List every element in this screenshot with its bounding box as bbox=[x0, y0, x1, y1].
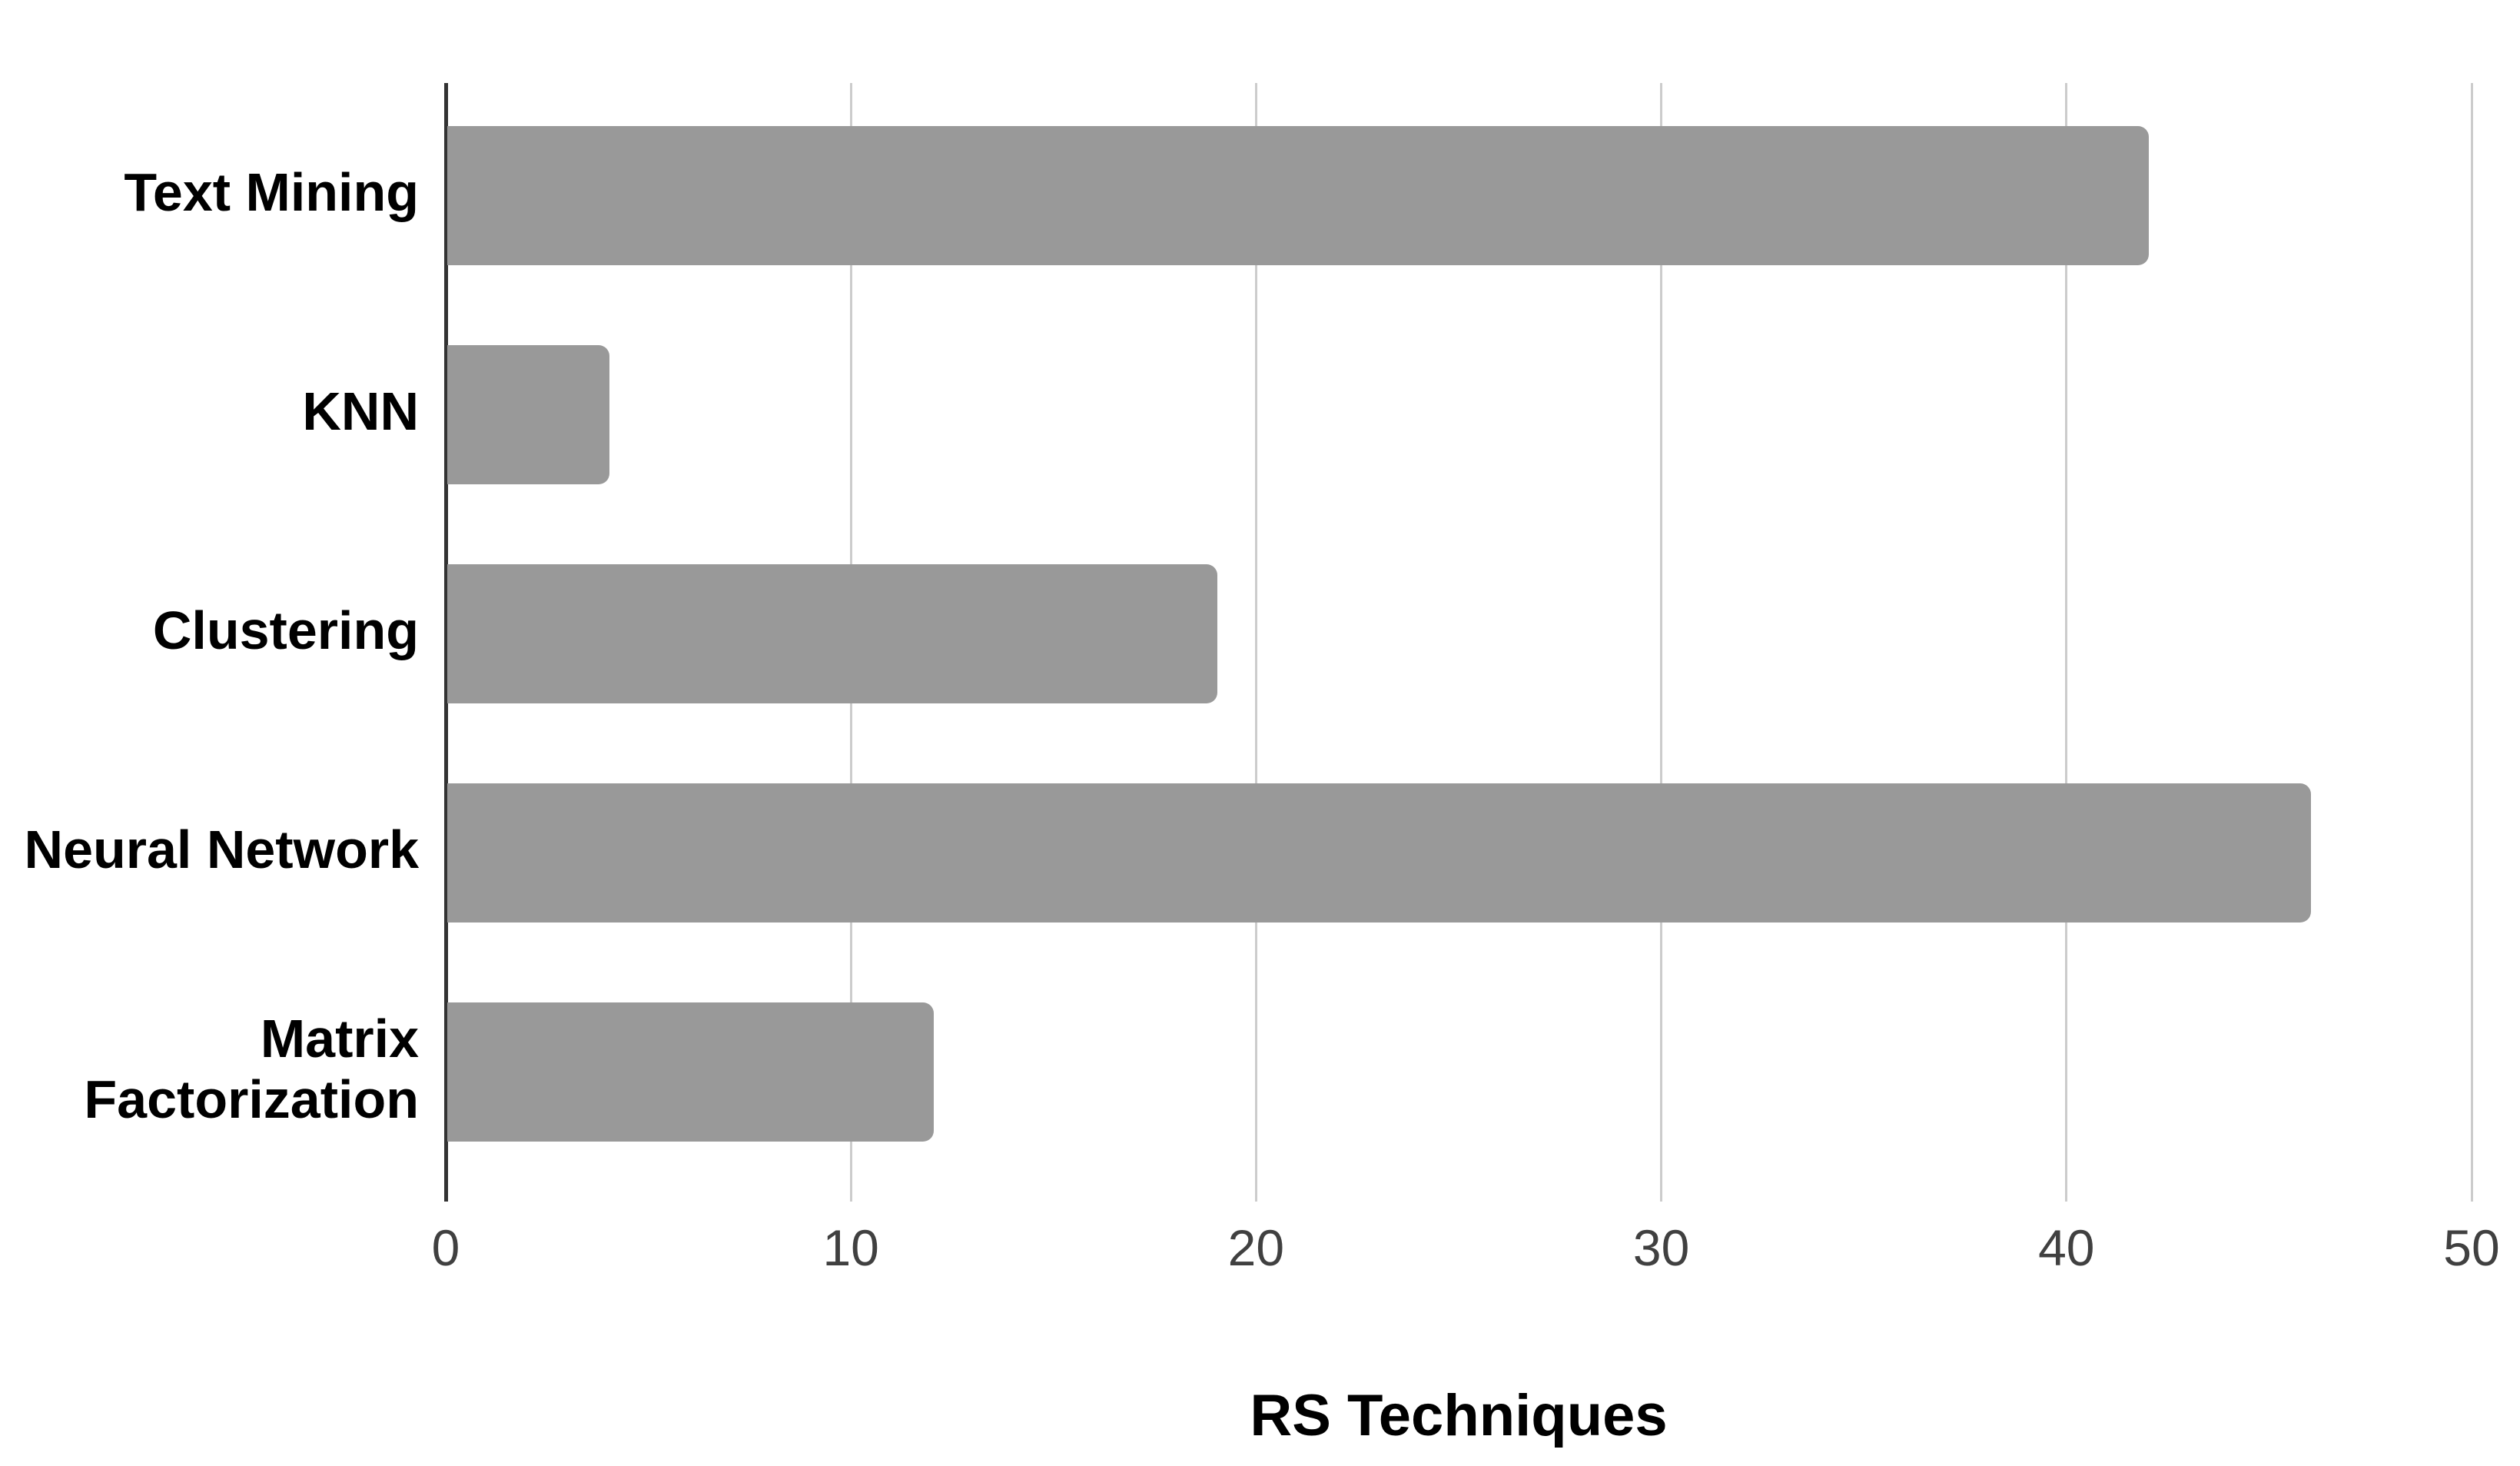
category-label-text-mining: Text Mining bbox=[124, 162, 419, 223]
category-label-matrix-factorization: Matrix Factorization bbox=[84, 1009, 419, 1129]
y-axis-baseline bbox=[443, 83, 448, 1202]
x-tick-label-50: 50 bbox=[2443, 1219, 2500, 1276]
x-gridline-50 bbox=[2470, 83, 2473, 1202]
x-tick-label-40: 40 bbox=[2038, 1219, 2095, 1276]
bar-knn bbox=[447, 345, 609, 484]
bar-neural-network bbox=[447, 783, 2312, 922]
x-axis-title: RS Techniques bbox=[1250, 1383, 1668, 1448]
x-gridline-20 bbox=[1254, 83, 1257, 1202]
x-gridline-40 bbox=[2065, 83, 2068, 1202]
plot-area bbox=[443, 83, 2473, 1202]
bar-matrix-factorization bbox=[447, 1002, 934, 1142]
bar-text-mining bbox=[447, 126, 2150, 265]
x-tick-label-0: 0 bbox=[431, 1219, 460, 1276]
category-label-neural-network: Neural Network bbox=[24, 819, 419, 880]
x-tick-label-30: 30 bbox=[1632, 1219, 1690, 1276]
x-tick-label-10: 10 bbox=[822, 1219, 879, 1276]
bar-clustering bbox=[447, 564, 1217, 703]
category-label-clustering: Clustering bbox=[152, 600, 419, 661]
x-gridline-30 bbox=[1660, 83, 1663, 1202]
category-label-knn: KNN bbox=[302, 381, 419, 442]
x-tick-label-20: 20 bbox=[1227, 1219, 1285, 1276]
